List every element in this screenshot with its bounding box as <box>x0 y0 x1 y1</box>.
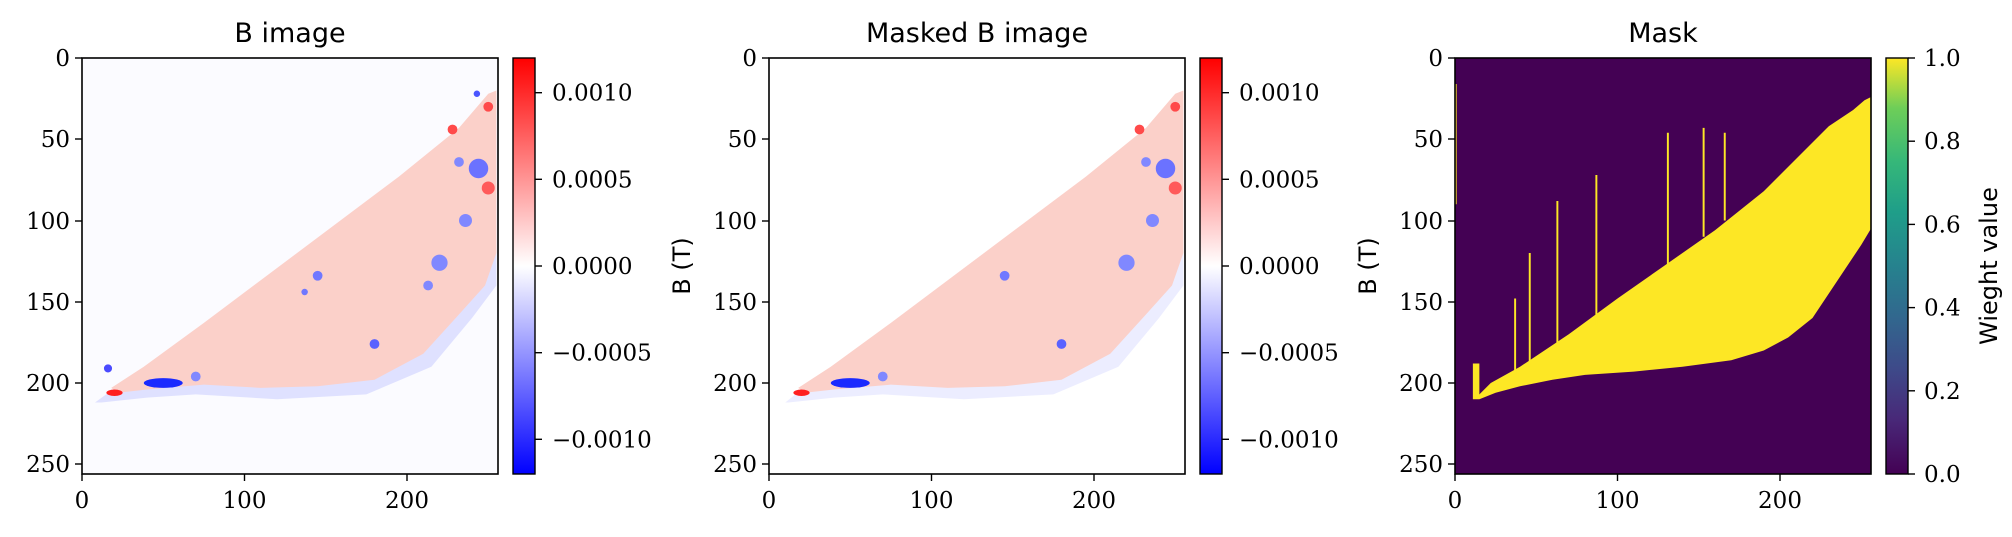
heatmap-image <box>769 58 1185 474</box>
colorbar: 0.0010 0.0005 0.0000 −0.0005 −0.0010 <box>512 57 652 475</box>
y-tick-label: 200 <box>26 371 70 397</box>
panel-masked-b-image: Masked B image B (T) <box>668 18 1339 514</box>
x-tick-label: 0 <box>762 488 777 514</box>
colorbar-gradient <box>512 57 536 475</box>
y-tick-label: 0 <box>742 46 757 72</box>
y-tick-label: 50 <box>1414 127 1443 153</box>
x-ticks: 0 100 200 <box>1448 474 1802 514</box>
y-tick-label: 150 <box>26 290 70 316</box>
x-tick-label: 200 <box>1072 488 1116 514</box>
x-tick-label: 100 <box>1596 488 1640 514</box>
y-axis-label: B (T) <box>1354 237 1382 294</box>
y-tick-label: 200 <box>713 371 757 397</box>
y-tick-label: 250 <box>26 452 70 478</box>
colorbar-tick-label: 0.0010 <box>552 81 632 107</box>
colorbar: 0.0010 0.0005 0.0000 −0.0005 −0.0010 <box>1199 57 1339 475</box>
x-tick-label: 0 <box>75 488 90 514</box>
y-tick-label: 250 <box>713 452 757 478</box>
y-tick-label: 100 <box>713 209 757 235</box>
y-tick-label: 150 <box>1399 290 1443 316</box>
colorbar-tick-label: 0.0005 <box>1239 167 1319 193</box>
panel-title: Mask <box>1628 18 1698 49</box>
y-tick-label: 250 <box>1399 452 1443 478</box>
panel-title: Masked B image <box>866 18 1088 49</box>
colorbar-tick-label: −0.0005 <box>552 341 652 367</box>
y-tick-label: 150 <box>713 290 757 316</box>
colorbar-tick-label: −0.0005 <box>1239 341 1339 367</box>
colorbar-gradient <box>1885 57 1909 475</box>
y-tick-label: 50 <box>41 127 70 153</box>
colorbar-label: Wieght value <box>1975 187 2003 345</box>
x-tick-label: 200 <box>1758 488 1802 514</box>
colorbar-tick-label: 0.0010 <box>1239 81 1319 107</box>
heatmap-image <box>1455 58 1871 474</box>
colorbar-tick-label: −0.0010 <box>552 427 652 453</box>
y-tick-label: 100 <box>1399 209 1443 235</box>
x-ticks: 0 100 200 <box>762 474 1116 514</box>
x-ticks: 0 100 200 <box>75 474 429 514</box>
colorbar-tick-label: 1.0 <box>1924 46 1961 72</box>
x-tick-label: 100 <box>223 488 267 514</box>
panel-mask: Mask B (T) 0 100 200 <box>1354 18 2003 514</box>
signal-region <box>111 90 497 393</box>
colorbar-tick-label: 0.8 <box>1924 129 1961 155</box>
x-tick-label: 100 <box>910 488 954 514</box>
panel-b-image: B image <box>26 18 652 514</box>
x-tick-label: 200 <box>385 488 429 514</box>
colorbar-tick-label: 0.6 <box>1924 212 1961 238</box>
axes-frame <box>1454 57 1872 475</box>
heatmap-image <box>82 58 498 474</box>
colorbar: 1.0 0.8 0.6 0.4 0.2 0.0 Wieght value <box>1885 46 2003 488</box>
x-tick-label: 0 <box>1448 488 1463 514</box>
y-ticks: 0 50 100 150 200 250 <box>26 46 82 478</box>
signal-region <box>798 90 1184 393</box>
colorbar-tick-label: 0.2 <box>1924 379 1961 405</box>
axes-frame <box>81 57 499 475</box>
colorbar-tick-label: 0.0 <box>1924 462 1961 488</box>
colorbar-tick-label: −0.0010 <box>1239 427 1339 453</box>
y-ticks: 0 50 100 150 200 250 <box>1399 46 1455 478</box>
colorbar-tick-label: 0.0005 <box>552 167 632 193</box>
colorbar-tick-label: 0.0000 <box>552 254 632 280</box>
y-tick-label: 200 <box>1399 371 1443 397</box>
y-tick-label: 50 <box>728 127 757 153</box>
panel-title: B image <box>234 18 345 49</box>
mask-region <box>1477 97 1871 400</box>
colorbar-tick-label: 0.0000 <box>1239 254 1319 280</box>
y-tick-label: 0 <box>55 46 70 72</box>
y-tick-label: 0 <box>1428 46 1443 72</box>
colorbar-gradient <box>1199 57 1223 475</box>
y-axis-label: B (T) <box>668 237 696 294</box>
colorbar-tick-label: 0.4 <box>1924 296 1961 322</box>
y-ticks: 0 50 100 150 200 250 <box>713 46 769 478</box>
y-tick-label: 100 <box>26 209 70 235</box>
axes-frame <box>768 57 1186 475</box>
